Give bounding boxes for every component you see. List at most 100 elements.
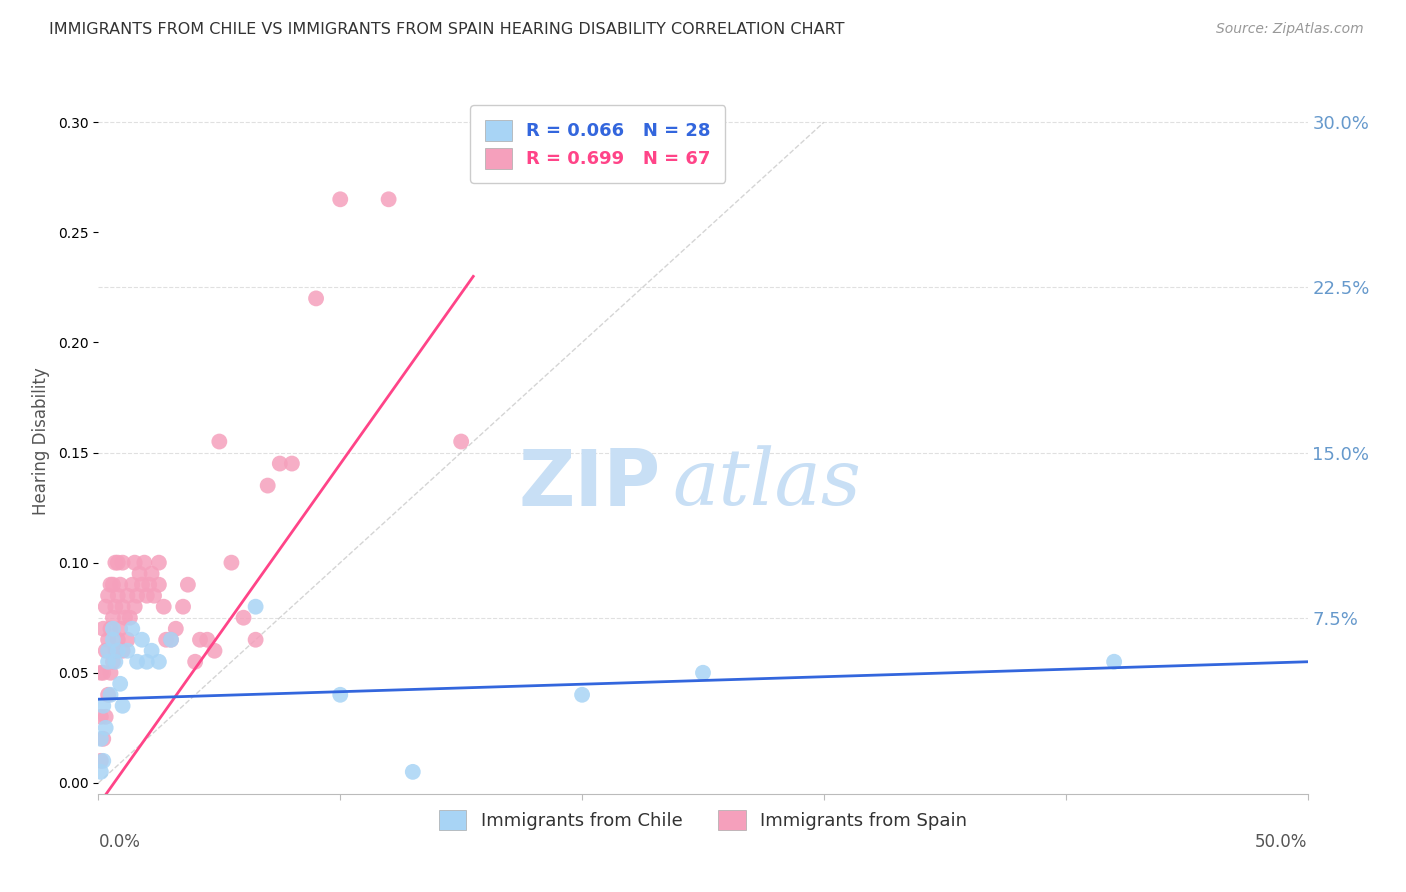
Point <box>135 655 157 669</box>
Point <box>94 599 117 614</box>
Point <box>208 434 231 449</box>
Text: IMMIGRANTS FROM CHILE VS IMMIGRANTS FROM SPAIN HEARING DISABILITY CORRELATION CH: IMMIGRANTS FROM CHILE VS IMMIGRANTS FROM… <box>49 22 845 37</box>
Point <box>127 655 149 669</box>
Point <box>97 644 120 658</box>
Point <box>195 632 218 647</box>
Point <box>111 556 134 570</box>
Point <box>111 644 134 658</box>
Point <box>104 655 127 669</box>
Point <box>100 577 122 591</box>
Point <box>245 632 267 647</box>
Point <box>124 599 146 614</box>
Point <box>160 632 183 647</box>
Point <box>138 577 160 591</box>
Point <box>111 599 134 614</box>
Legend: Immigrants from Chile, Immigrants from Spain: Immigrants from Chile, Immigrants from S… <box>432 803 974 838</box>
Point <box>101 655 124 669</box>
Point <box>104 599 127 614</box>
Point <box>172 599 194 614</box>
Text: atlas: atlas <box>672 446 862 522</box>
Point <box>281 457 304 471</box>
Y-axis label: Hearing Disability: Hearing Disability <box>31 368 49 516</box>
Point <box>188 632 211 647</box>
Point <box>91 754 114 768</box>
Point <box>128 566 150 581</box>
Point <box>204 644 226 658</box>
Point <box>165 622 187 636</box>
Point <box>90 665 112 680</box>
Point <box>256 478 278 492</box>
Point <box>100 688 122 702</box>
Point <box>104 644 127 658</box>
Point <box>221 556 243 570</box>
Point <box>118 611 141 625</box>
Point <box>402 764 425 779</box>
Point <box>91 665 114 680</box>
Point <box>97 589 120 603</box>
Point <box>571 688 593 702</box>
Point <box>135 589 157 603</box>
Point <box>117 644 139 658</box>
Point <box>101 611 124 625</box>
Text: ZIP: ZIP <box>519 446 661 522</box>
Point <box>91 698 114 713</box>
Point <box>94 644 117 658</box>
Point <box>329 688 352 702</box>
Point <box>377 192 399 206</box>
Point <box>94 710 117 724</box>
Point <box>155 632 177 647</box>
Point <box>329 192 352 206</box>
Point <box>101 632 124 647</box>
Point <box>692 665 714 680</box>
Point <box>111 698 134 713</box>
Point <box>100 665 122 680</box>
Point <box>148 577 170 591</box>
Point <box>90 764 112 779</box>
Point <box>245 599 267 614</box>
Point <box>91 622 114 636</box>
Point <box>305 292 328 306</box>
Point <box>127 589 149 603</box>
Point <box>131 577 153 591</box>
Point <box>121 577 143 591</box>
Point <box>124 556 146 570</box>
Point <box>107 632 129 647</box>
Point <box>177 577 200 591</box>
Point <box>450 434 472 449</box>
Point <box>232 611 254 625</box>
Point <box>1102 655 1125 669</box>
Text: 50.0%: 50.0% <box>1256 832 1308 851</box>
Point <box>107 589 129 603</box>
Point <box>131 632 153 647</box>
Point <box>160 632 183 647</box>
Point <box>141 644 163 658</box>
Point <box>101 622 124 636</box>
Point <box>134 556 156 570</box>
Point <box>114 611 136 625</box>
Point <box>117 632 139 647</box>
Point <box>90 710 112 724</box>
Text: Source: ZipAtlas.com: Source: ZipAtlas.com <box>1216 22 1364 37</box>
Point <box>108 677 131 691</box>
Point <box>90 754 112 768</box>
Point <box>97 655 120 669</box>
Point <box>97 688 120 702</box>
Point <box>269 457 291 471</box>
Point <box>141 566 163 581</box>
Point <box>148 655 170 669</box>
Point <box>91 731 114 746</box>
Point <box>148 556 170 570</box>
Point <box>143 589 166 603</box>
Point <box>107 644 129 658</box>
Point <box>94 721 117 735</box>
Point <box>101 577 124 591</box>
Point <box>90 731 112 746</box>
Text: 0.0%: 0.0% <box>98 832 141 851</box>
Point <box>100 622 122 636</box>
Point <box>104 556 127 570</box>
Point <box>97 632 120 647</box>
Point <box>184 655 207 669</box>
Point <box>121 622 143 636</box>
Point <box>117 589 139 603</box>
Point <box>152 599 174 614</box>
